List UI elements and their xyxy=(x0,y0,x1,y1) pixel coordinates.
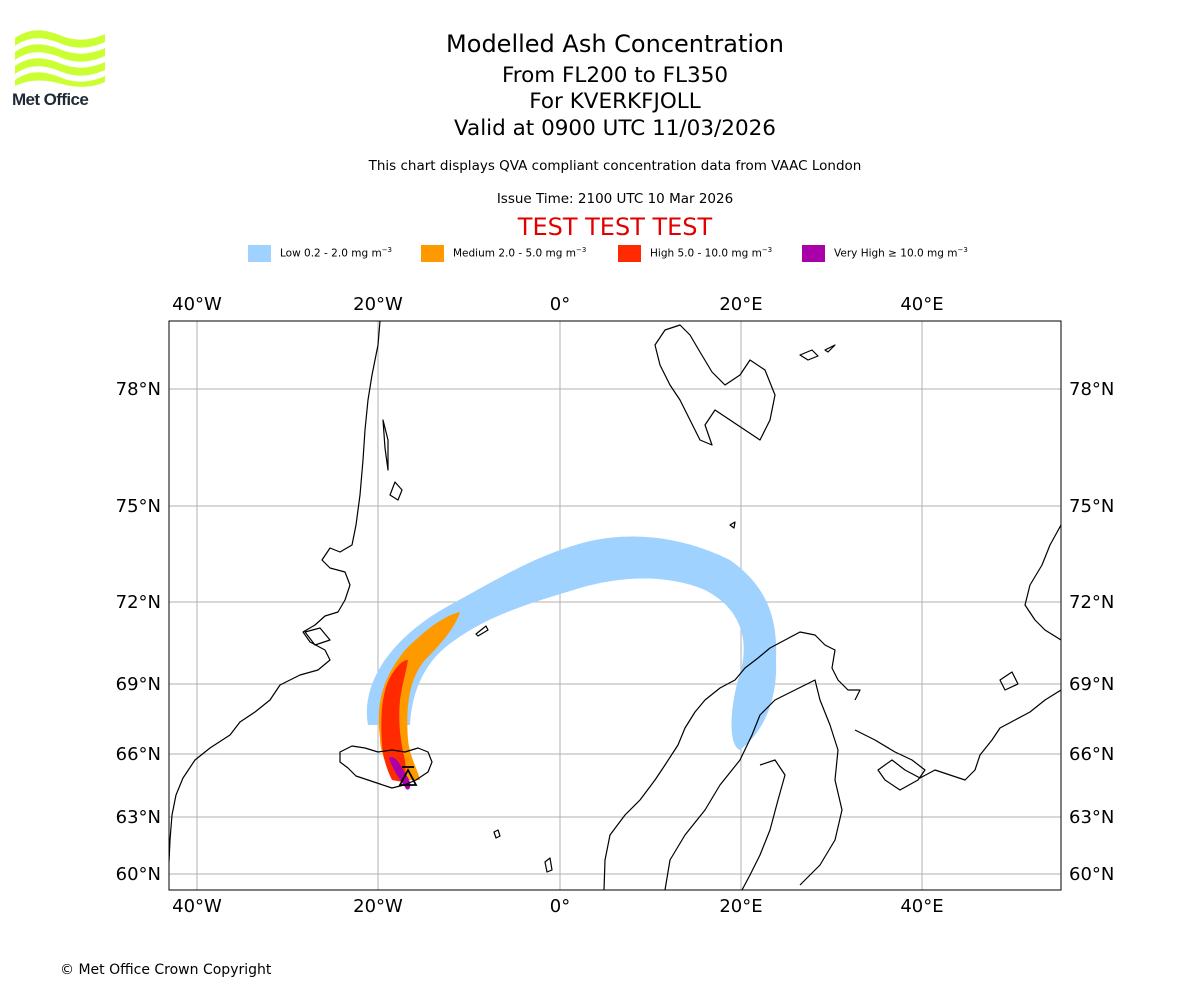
logo-text: Met Office xyxy=(12,90,89,109)
lat-tick-right: 66°N xyxy=(1069,744,1114,765)
lat-tick-left: 66°N xyxy=(116,744,161,765)
lat-tick-right: 60°N xyxy=(1069,864,1114,885)
lat-tick-right: 78°N xyxy=(1069,379,1114,400)
coast-iceland xyxy=(339,745,433,789)
test-banner: TEST TEST TEST xyxy=(517,213,713,241)
coast-svalbard xyxy=(654,324,776,446)
map-frame xyxy=(168,320,1062,891)
lat-tick-left: 75°N xyxy=(116,496,161,517)
lat-ticks-left: 78°N 75°N 72°N 69°N 66°N 63°N 60°N xyxy=(116,379,161,885)
lon-tick-bottom: 0° xyxy=(550,896,570,917)
lat-tick-left: 60°N xyxy=(116,864,161,885)
coast-novaya-zemlya xyxy=(1024,524,1061,641)
lat-tick-right: 69°N xyxy=(1069,674,1114,695)
lon-tick-top: 0° xyxy=(550,294,570,315)
flight-level-range: From FL200 to FL350 xyxy=(501,63,729,88)
lon-ticks-top: 40°W 20°W 0° 20°E 40°E xyxy=(172,294,943,315)
legend-label-high: High 5.0 - 10.0 mg m xyxy=(650,247,762,260)
lon-tick-top: 20°W xyxy=(353,294,403,315)
valid-time: Valid at 0900 UTC 11/03/2026 xyxy=(453,116,776,141)
legend-unit-exp: −3 xyxy=(957,246,968,254)
met-office-waves-icon xyxy=(15,30,105,87)
copyright-footer: © Met Office Crown Copyright xyxy=(60,962,272,978)
volcano-name-line: For KVERKFJOLL xyxy=(529,89,701,114)
legend-label-very-high: Very High ≥ 10.0 mg m xyxy=(834,247,958,260)
coast-greenland xyxy=(169,321,381,863)
legend-unit-exp: −3 xyxy=(761,246,773,254)
ash-very-high-area xyxy=(389,757,411,790)
lon-ticks-bottom: 40°W 20°W 0° 20°E 40°E xyxy=(172,896,943,917)
lon-tick-top: 20°E xyxy=(719,294,762,315)
lon-tick-bottom: 20°E xyxy=(719,896,762,917)
ash-low-area xyxy=(366,536,777,750)
lon-tick-top: 40°W xyxy=(172,294,222,315)
lat-tick-right: 72°N xyxy=(1069,592,1114,613)
lat-tick-right: 63°N xyxy=(1069,807,1114,828)
coastlines xyxy=(169,321,1061,890)
chart-subtitle: This chart displays QVA compliant concen… xyxy=(368,158,862,174)
lat-tick-left: 63°N xyxy=(116,807,161,828)
legend-unit-exp: −3 xyxy=(575,246,587,254)
lat-tick-left: 78°N xyxy=(116,379,161,400)
legend-label-low: Low 0.2 - 2.0 mg m xyxy=(280,247,382,260)
chart-title: Modelled Ash Concentration xyxy=(446,30,784,58)
lat-tick-right: 75°N xyxy=(1069,496,1114,517)
lat-tick-left: 69°N xyxy=(116,674,161,695)
legend-swatch-low xyxy=(248,245,271,262)
issue-time: Issue Time: 2100 UTC 10 Mar 2026 xyxy=(496,191,734,207)
coast-norway xyxy=(603,631,861,890)
lon-tick-bottom: 40°E xyxy=(900,896,943,917)
lat-ticks-right: 78°N 75°N 72°N 69°N 66°N 63°N 60°N xyxy=(1069,379,1114,885)
legend-swatch-very-high xyxy=(802,245,825,262)
lon-tick-bottom: 20°W xyxy=(353,896,403,917)
border-nordic xyxy=(664,679,843,890)
coast-russia xyxy=(854,689,1061,791)
lon-tick-bottom: 40°W xyxy=(172,896,222,917)
legend-label-medium: Medium 2.0 - 5.0 mg m xyxy=(453,247,576,260)
legend-unit-exp: −3 xyxy=(381,246,393,254)
legend-swatch-medium xyxy=(421,245,444,262)
lat-tick-left: 72°N xyxy=(116,592,161,613)
graticule xyxy=(169,321,1061,890)
met-office-logo: Met Office xyxy=(12,28,112,114)
legend-swatch-high xyxy=(618,245,641,262)
volcano-marker xyxy=(398,766,418,786)
lon-tick-top: 40°E xyxy=(900,294,943,315)
